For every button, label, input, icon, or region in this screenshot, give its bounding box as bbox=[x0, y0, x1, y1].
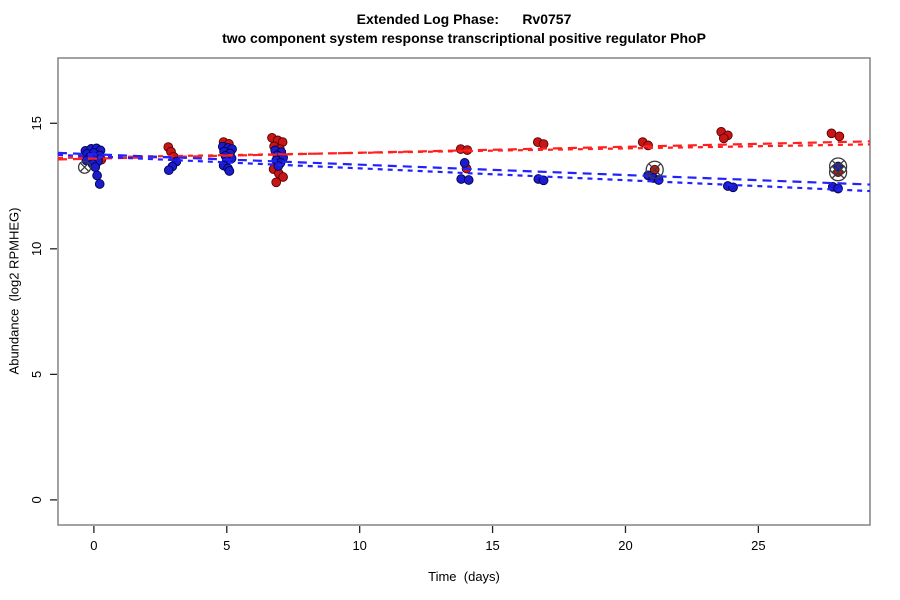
trend-line-red-fit-a bbox=[57, 140, 871, 161]
chart-subtitle: two component system response transcript… bbox=[222, 30, 706, 46]
x-axis-label: Time (days) bbox=[428, 569, 500, 584]
outlier-circle-x-icon bbox=[828, 157, 848, 176]
x-tick-label: 10 bbox=[352, 538, 366, 553]
data-point-blue bbox=[94, 179, 105, 189]
data-point-blue bbox=[459, 158, 470, 168]
outlier-circle-x-icon bbox=[79, 162, 90, 172]
data-point-blue bbox=[92, 170, 102, 181]
data-point-red bbox=[538, 139, 549, 149]
outlier-circle-x-icon bbox=[648, 163, 662, 177]
data-point-blue bbox=[163, 165, 174, 176]
data-point-blue bbox=[463, 175, 474, 185]
data-point-red bbox=[278, 172, 288, 182]
data-point-red bbox=[834, 131, 845, 142]
y-tick-label: 15 bbox=[29, 116, 44, 130]
outlier-circle-x-icon bbox=[77, 160, 92, 174]
x-tick-label: 5 bbox=[223, 538, 230, 553]
data-point-blue bbox=[273, 161, 284, 171]
chart-title: Extended Log Phase: Rv0757 bbox=[356, 11, 572, 27]
outlier-circle-x-icon bbox=[831, 159, 845, 173]
x-tick-label: 15 bbox=[485, 538, 499, 553]
outlier-circle-x-icon bbox=[828, 163, 848, 182]
y-tick-label: 10 bbox=[29, 242, 44, 256]
outlier-circle-x-icon bbox=[831, 165, 845, 179]
data-point-blue bbox=[538, 175, 549, 186]
trend-line-blue-fit-a bbox=[57, 151, 871, 186]
y-tick-label: 0 bbox=[29, 496, 44, 503]
outlier-circle-x-icon bbox=[645, 160, 664, 179]
plot-box bbox=[57, 57, 871, 526]
data-point-red bbox=[718, 133, 729, 144]
data-point-red bbox=[271, 177, 282, 188]
y-tick-label: 5 bbox=[29, 371, 44, 378]
x-tick-label: 20 bbox=[618, 538, 632, 553]
x-tick-label: 0 bbox=[90, 538, 97, 553]
data-point-blue bbox=[224, 166, 235, 176]
data-point-blue bbox=[90, 162, 101, 173]
x-tick-label: 25 bbox=[751, 538, 765, 553]
